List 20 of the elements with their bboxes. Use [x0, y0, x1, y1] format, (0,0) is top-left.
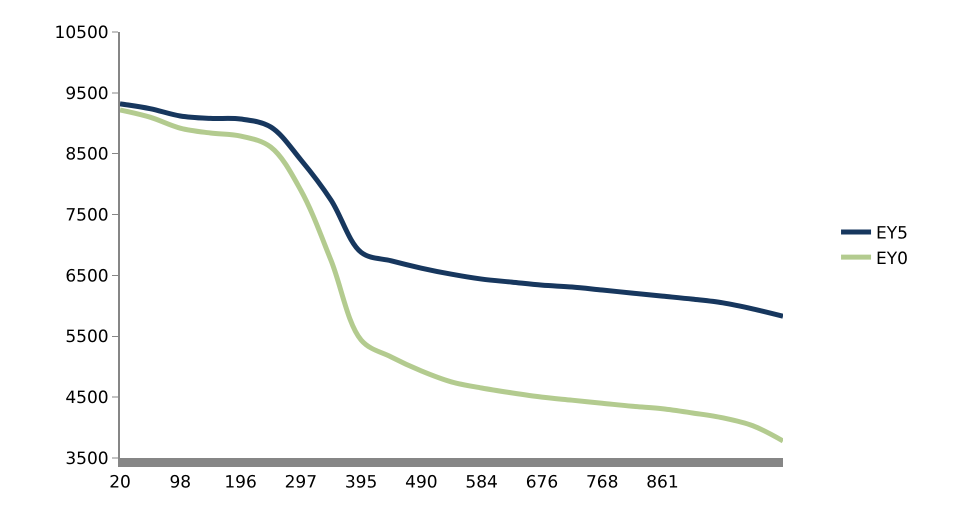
y-tick-label: 4500 [65, 388, 109, 408]
legend-label: EY0 [876, 248, 908, 269]
x-tick-label: 861 [646, 472, 679, 492]
x-tick-label: 98 [169, 472, 192, 492]
x-tick-label: 196 [224, 472, 257, 492]
y-tick-label: 9500 [65, 84, 109, 104]
x-tick-label: 395 [344, 472, 378, 492]
y-tick-label: 5500 [65, 327, 109, 348]
x-tick-label: 297 [284, 472, 318, 492]
y-tick-label: 8500 [65, 144, 109, 165]
x-tick-label: 584 [465, 472, 498, 492]
x-tick-label: 490 [405, 472, 438, 492]
x-tick-label: 768 [586, 472, 618, 492]
legend-label: EY5 [876, 224, 908, 244]
y-tick-label: 7500 [65, 206, 109, 226]
y-tick-label: 10500 [54, 22, 109, 43]
y-tick-label: 3500 [65, 448, 109, 469]
x-tick-label: 20 [109, 472, 131, 492]
y-tick-label: 6500 [65, 266, 109, 286]
x-tick-label: 676 [526, 472, 558, 492]
